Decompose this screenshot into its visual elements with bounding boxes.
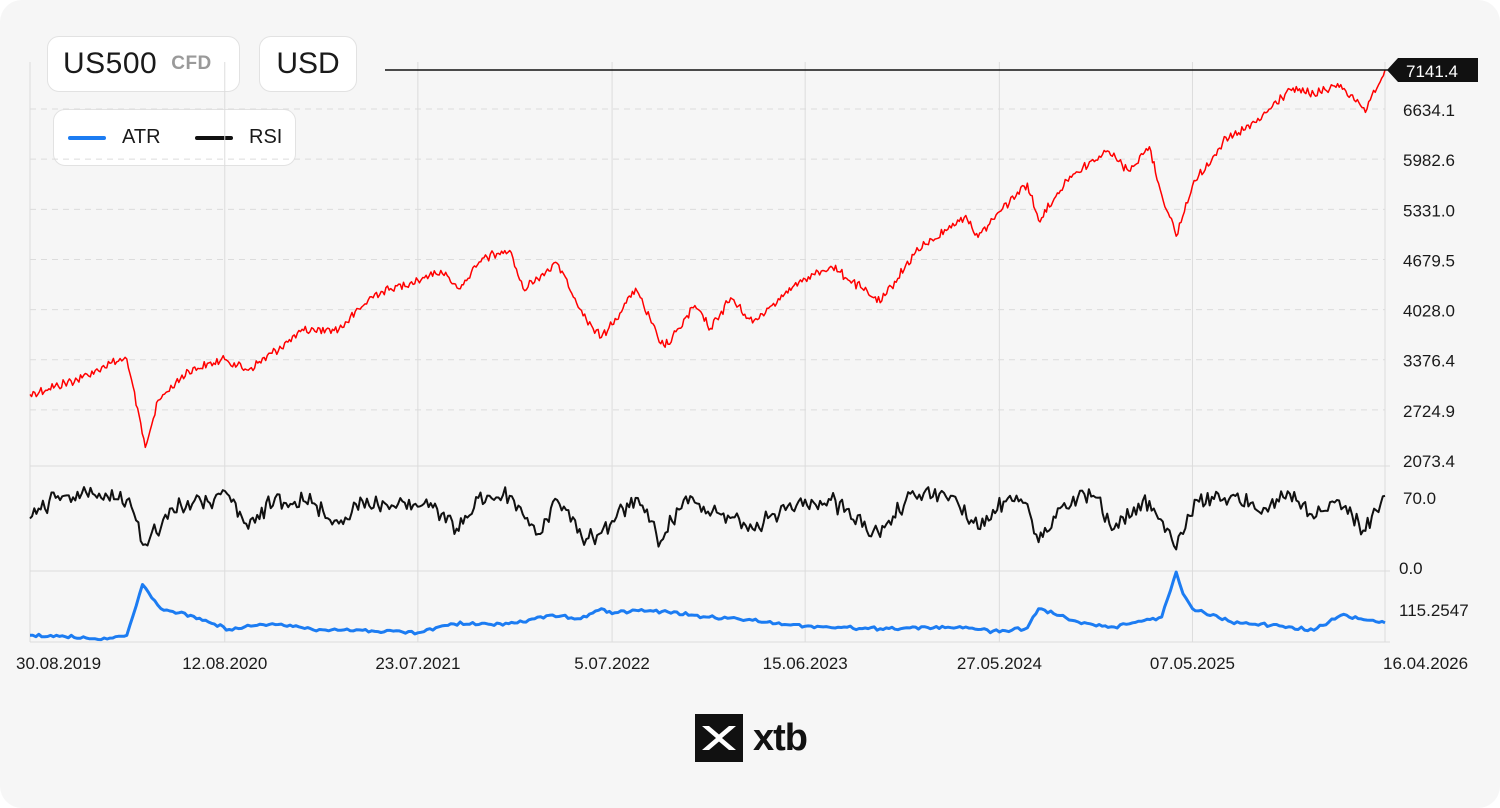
xtb-logo-text: xtb (753, 717, 808, 759)
chart-legend: ATR RSI (53, 109, 296, 166)
price-axis-tick-label: 3376.4 (1403, 352, 1455, 371)
price-axis-tick-label: 4028.0 (1403, 302, 1455, 321)
price-axis-tick-label: 5982.6 (1403, 151, 1455, 170)
price-axis-tick-label: 6634.1 (1403, 101, 1455, 120)
rsi-series-line (29, 486, 1386, 551)
price-axis-tick-label: 2073.4 (1403, 452, 1455, 471)
x-axis-tick-label: 30.08.2019 (16, 654, 101, 673)
x-axis-tick-label: 27.05.2024 (957, 654, 1042, 673)
currency-pill[interactable]: USD (259, 36, 357, 92)
x-axis-tick-label: 23.07.2021 (375, 654, 460, 673)
atr-series-line (30, 570, 1386, 642)
x-axis-tick-label: 12.08.2020 (182, 654, 267, 673)
last-price-label: 7141.4 (1406, 62, 1458, 81)
xtb-logo: xtb (695, 714, 808, 762)
last-price-badge (1387, 58, 1478, 82)
symbol-name: US500 (63, 47, 158, 80)
legend-swatch-rsi (195, 135, 233, 140)
x-axis-tick-label: 5.07.2022 (574, 654, 650, 673)
price-axis-tick-label: 4679.5 (1403, 251, 1455, 270)
x-axis-tick-label: 07.05.2025 (1150, 654, 1235, 673)
legend-item-rsi[interactable]: RSI (195, 126, 282, 149)
symbol-pill[interactable]: US500 CFD (47, 36, 240, 92)
xtb-x-icon (695, 714, 743, 762)
x-axis-tick-label: 15.06.2023 (763, 654, 848, 673)
atr-axis-tick-label: 115.2547 (1399, 601, 1469, 620)
price-axis-tick-label: 5331.0 (1403, 201, 1455, 220)
legend-label-atr: ATR (122, 126, 161, 148)
price-series-line (29, 69, 1386, 449)
x-axis-tick-label: 16.04.2026 (1383, 654, 1468, 673)
legend-item-atr[interactable]: ATR (68, 126, 161, 149)
rsi-axis-tick-label: 70.0 (1403, 489, 1436, 508)
legend-swatch-atr (68, 135, 106, 140)
price-axis-tick-label: 2724.9 (1403, 402, 1455, 421)
rsi-axis-tick-label: 0.0 (1399, 559, 1423, 578)
symbol-type-badge: CFD (171, 53, 212, 74)
currency-label: USD (276, 47, 340, 80)
legend-label-rsi: RSI (249, 126, 283, 148)
